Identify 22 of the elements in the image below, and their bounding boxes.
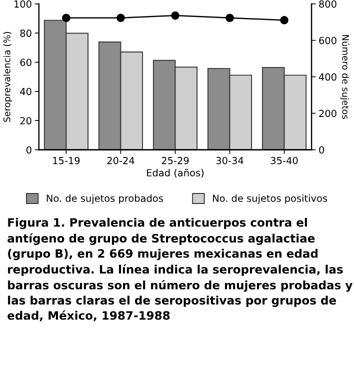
y-tick-label: 100 — [14, 0, 32, 8]
x-tick-label: 35-40 — [270, 156, 298, 164]
x-tick-label: 20-24 — [107, 156, 134, 164]
y-axis-title: Seroprevalencia (%) — [3, 32, 12, 122]
y2-tick-label: 200 — [319, 110, 336, 118]
y2-tick-label: 600 — [319, 36, 336, 44]
y-tick-label: 0 — [26, 146, 32, 154]
y-tick-label: 80 — [20, 30, 32, 37]
legend-label: No. de sujetos positivos — [213, 194, 328, 204]
x-tick-label: 15-19 — [53, 156, 80, 164]
legend-label: No. de sujetos probados — [46, 194, 163, 204]
y2-tick-label: 0 — [319, 146, 324, 154]
x-axis-title: Edad (años) — [147, 168, 204, 178]
y2-tick-label: 400 — [318, 73, 336, 81]
x-tick-label: 25-29 — [162, 156, 189, 164]
text: Figura 1. Prevalencia de anticuerpos contra el antígeno de grupo de Streptococcus agalactiae (grupo B), en 2 669 mujeres mexicanas en edad reproductiva. La línea indica la seroprevalencia, las barras oscuras son el número de mujeres probadas y las barras claras el de seropositivas por grupos de edad, México, 1987-1988 — [8, 218, 352, 322]
y2-tick-label: 800 — [319, 0, 336, 8]
y-tick-label: 60 — [20, 58, 32, 66]
x-tick-label: 30-34 — [216, 156, 244, 164]
y-tick-label: 40 — [20, 88, 32, 96]
y-tick-label: 20 — [20, 117, 32, 124]
y2-axis-title: Número de sujetos — [340, 35, 350, 119]
